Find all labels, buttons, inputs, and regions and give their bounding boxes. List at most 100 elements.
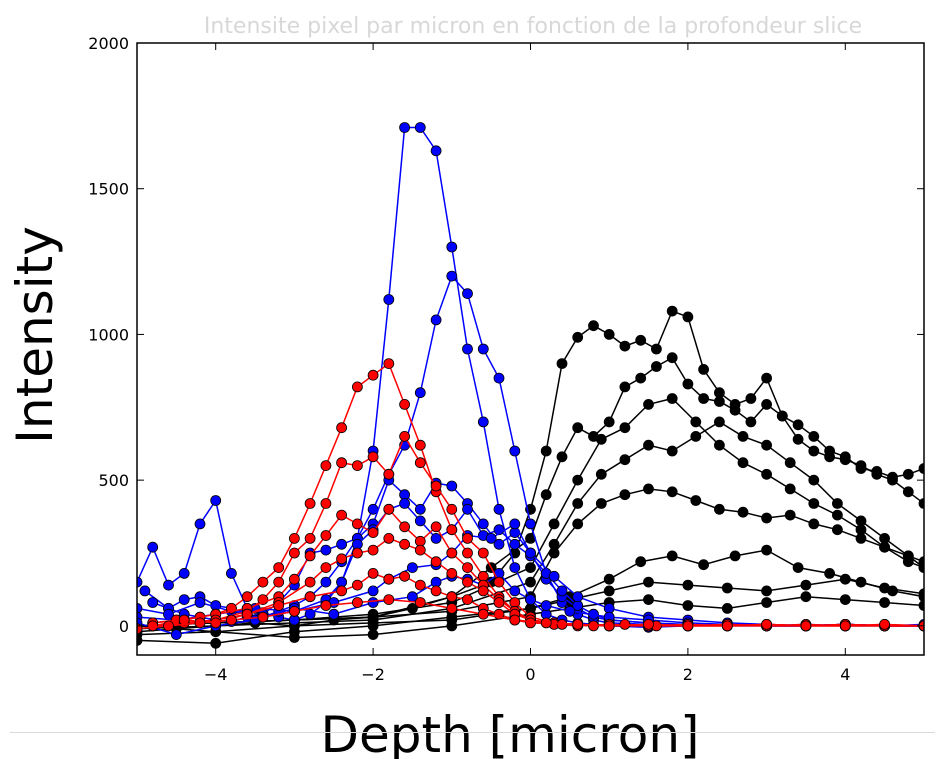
- data-point: [351, 518, 363, 530]
- data-point: [761, 439, 772, 451]
- data-point: [603, 328, 615, 340]
- data-point: [839, 454, 851, 466]
- data-point: [320, 530, 332, 541]
- data-point: [682, 311, 694, 323]
- data-point: [808, 518, 820, 530]
- data-point: [210, 495, 222, 506]
- data-point: [729, 404, 741, 416]
- data-point: [572, 331, 584, 343]
- x-tick-label: 2: [683, 665, 693, 684]
- data-point: [328, 608, 340, 620]
- data-point: [855, 460, 867, 472]
- data-point: [666, 352, 678, 364]
- data-point: [414, 544, 426, 556]
- data-point: [336, 585, 348, 597]
- data-point: [666, 305, 678, 317]
- data-point: [643, 576, 654, 588]
- data-point: [462, 503, 473, 515]
- data-point: [879, 619, 890, 630]
- data-point: [792, 562, 804, 573]
- data-point: [682, 620, 694, 632]
- data-point: [808, 474, 820, 486]
- data-point: [714, 396, 725, 407]
- data-point: [446, 270, 458, 282]
- data-point: [477, 518, 489, 530]
- data-point: [635, 556, 647, 568]
- data-point: [902, 486, 914, 498]
- data-point: [832, 498, 843, 509]
- data-point: [137, 635, 143, 646]
- data-point: [603, 585, 615, 597]
- data-point: [832, 509, 843, 521]
- x-tick-label: −4: [204, 665, 228, 684]
- data-point: [698, 363, 709, 375]
- data-point: [399, 538, 411, 550]
- data-point: [446, 568, 458, 579]
- data-point: [548, 570, 560, 582]
- data-point: [784, 457, 796, 469]
- data-point: [351, 381, 363, 393]
- data-point: [525, 576, 536, 588]
- data-point: [690, 430, 702, 442]
- series-black-19: [137, 591, 924, 643]
- data-point: [682, 600, 694, 611]
- data-point: [714, 416, 725, 428]
- data-point: [918, 498, 924, 509]
- data-point: [414, 457, 426, 469]
- x-tick-label: −2: [361, 665, 385, 684]
- data-point: [643, 483, 654, 495]
- data-point: [210, 637, 222, 649]
- data-point: [879, 597, 890, 608]
- data-point: [761, 544, 772, 556]
- data-point: [918, 556, 924, 568]
- data-point: [414, 515, 426, 527]
- data-point: [540, 617, 552, 629]
- data-point: [414, 122, 426, 133]
- data-point: [320, 600, 332, 611]
- data-point: [406, 562, 418, 573]
- data-point: [399, 398, 411, 410]
- data-point: [367, 527, 379, 538]
- data-point: [163, 620, 174, 632]
- data-point: [383, 358, 395, 370]
- data-point: [288, 632, 300, 643]
- data-point: [137, 603, 143, 614]
- data-point: [556, 451, 568, 463]
- data-point: [383, 294, 395, 305]
- data-point: [792, 433, 804, 445]
- data-point: [273, 562, 285, 573]
- data-point: [462, 288, 473, 300]
- data-point: [194, 617, 206, 629]
- series-layer: [137, 122, 924, 649]
- data-point: [351, 579, 363, 591]
- data-point: [383, 503, 395, 515]
- data-point: [643, 594, 654, 605]
- data-point: [745, 416, 757, 428]
- data-point: [619, 619, 631, 630]
- data-point: [855, 515, 867, 527]
- data-point: [399, 122, 411, 133]
- data-point: [745, 393, 757, 404]
- data-point: [304, 591, 316, 603]
- data-point: [839, 620, 851, 632]
- data-point: [446, 503, 458, 515]
- data-point: [887, 474, 898, 486]
- data-point: [493, 538, 505, 550]
- data-point: [399, 430, 411, 442]
- data-point: [918, 463, 924, 474]
- bottom-divider: [10, 732, 935, 733]
- data-point: [336, 509, 348, 521]
- data-point: [595, 433, 607, 445]
- data-point: [556, 358, 568, 370]
- data-point: [446, 524, 458, 536]
- data-point: [824, 451, 835, 463]
- data-point: [170, 629, 182, 640]
- data-point: [399, 521, 411, 533]
- data-point: [414, 579, 426, 591]
- data-point: [351, 547, 363, 559]
- data-point: [879, 541, 890, 553]
- data-point: [690, 495, 702, 506]
- data-point: [800, 620, 812, 632]
- data-point: [288, 605, 300, 617]
